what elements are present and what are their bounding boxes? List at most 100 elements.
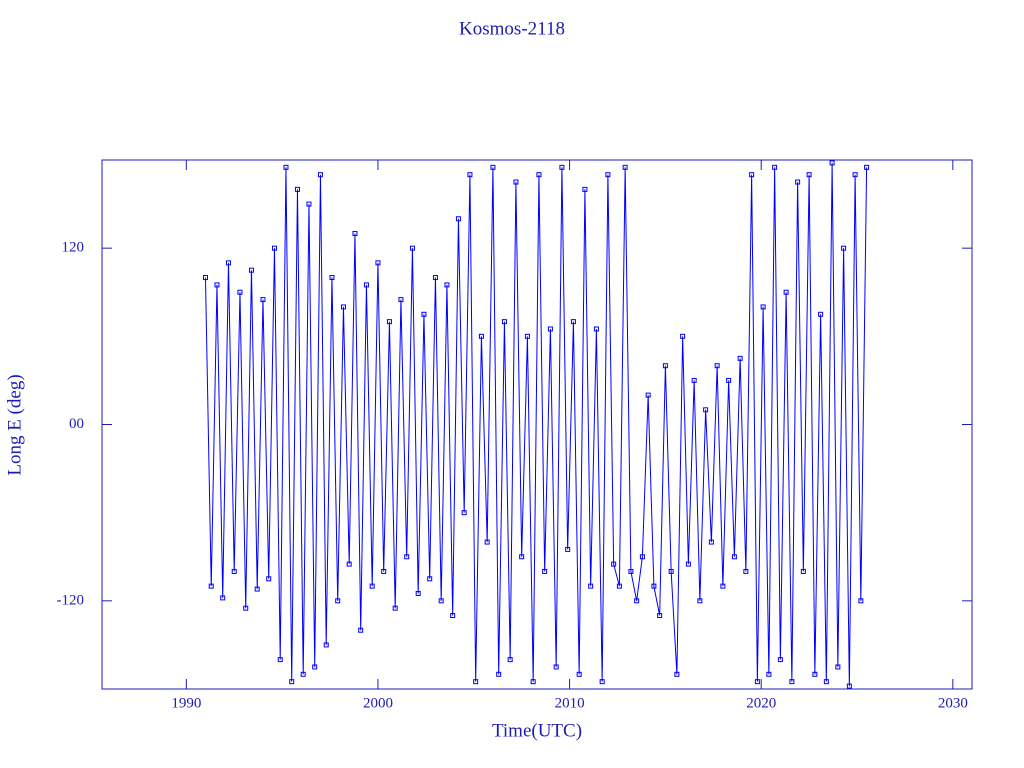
data-point (478, 333, 484, 339)
data-point (329, 275, 335, 281)
data-point (294, 186, 300, 192)
data-point (432, 275, 438, 281)
data-point (237, 289, 243, 295)
data-point (611, 561, 617, 567)
y-tick-label: 00 (69, 416, 84, 432)
x-tick-label: 2030 (938, 695, 968, 711)
data-point (398, 297, 404, 303)
data-point (496, 671, 502, 677)
data-point (473, 679, 479, 685)
data-point (392, 605, 398, 611)
data-point (800, 568, 806, 574)
data-point (864, 164, 870, 170)
data-point (616, 583, 622, 589)
data-point (323, 642, 329, 648)
data-point (225, 260, 231, 266)
data-point (513, 179, 519, 185)
data-point (260, 297, 266, 303)
data-point (467, 172, 473, 178)
data-point (438, 598, 444, 604)
data-point (507, 657, 513, 663)
data-point (783, 289, 789, 295)
x-tick-label: 2020 (746, 695, 776, 711)
data-point (208, 583, 214, 589)
data-point (202, 275, 208, 281)
data-point (685, 561, 691, 567)
data-point (639, 554, 645, 560)
data-point (363, 282, 369, 288)
series-line (204, 162, 868, 687)
data-point (421, 311, 427, 317)
data-point (277, 657, 283, 663)
data-point (806, 172, 812, 178)
x-tick-label: 2000 (363, 695, 393, 711)
data-point (760, 304, 766, 310)
y-tick-label: 120 (62, 240, 85, 256)
data-point (668, 568, 674, 574)
data-point (214, 282, 220, 288)
data-point (570, 319, 576, 325)
data-point (593, 326, 599, 332)
data-point (841, 245, 847, 251)
data-point (375, 260, 381, 266)
data-point (823, 679, 829, 685)
data-point (444, 282, 450, 288)
data-point (714, 363, 720, 369)
data-point (266, 576, 272, 582)
data-point (599, 679, 605, 685)
data-point (605, 172, 611, 178)
data-point (674, 671, 680, 677)
data-point (231, 568, 237, 574)
data-point (680, 333, 686, 339)
data-point (519, 554, 525, 560)
data-point (289, 679, 295, 685)
y-tick-label: -120 (57, 592, 85, 608)
data-point (409, 245, 415, 251)
data-point (766, 671, 772, 677)
data-point (340, 304, 346, 310)
data-point (749, 172, 755, 178)
data-point (271, 245, 277, 251)
data-point (657, 613, 663, 619)
data-point (628, 568, 634, 574)
data-point (524, 333, 530, 339)
data-point (530, 679, 536, 685)
data-point (404, 554, 410, 560)
x-tick-label: 2010 (555, 695, 585, 711)
data-point (381, 568, 387, 574)
x-axis-label: Time(UTC) (492, 720, 582, 741)
data-point (220, 595, 226, 601)
chart-title: Kosmos-2118 (459, 18, 565, 39)
data-point (358, 627, 364, 633)
data-point (582, 186, 588, 192)
data-point (455, 216, 461, 222)
data-point (731, 554, 737, 560)
data-point (542, 568, 548, 574)
data-point (306, 201, 312, 207)
data-point (248, 267, 254, 273)
data-point (565, 546, 571, 552)
data-point (789, 679, 795, 685)
data-point (691, 377, 697, 383)
data-point (818, 311, 824, 317)
data-point (536, 172, 542, 178)
data-point (795, 179, 801, 185)
data-point (726, 377, 732, 383)
data-point (622, 164, 628, 170)
data-point (754, 679, 760, 685)
data-point (415, 590, 421, 596)
data-point (335, 598, 341, 604)
data-point (812, 671, 818, 677)
data-point (645, 392, 651, 398)
data-point (829, 160, 835, 166)
data-point (369, 583, 375, 589)
data-point (662, 363, 668, 369)
data-point (634, 598, 640, 604)
data-point (720, 583, 726, 589)
data-point (547, 326, 553, 332)
data-point (243, 605, 249, 611)
x-tick-label: 1990 (171, 695, 201, 711)
data-point (777, 657, 783, 663)
